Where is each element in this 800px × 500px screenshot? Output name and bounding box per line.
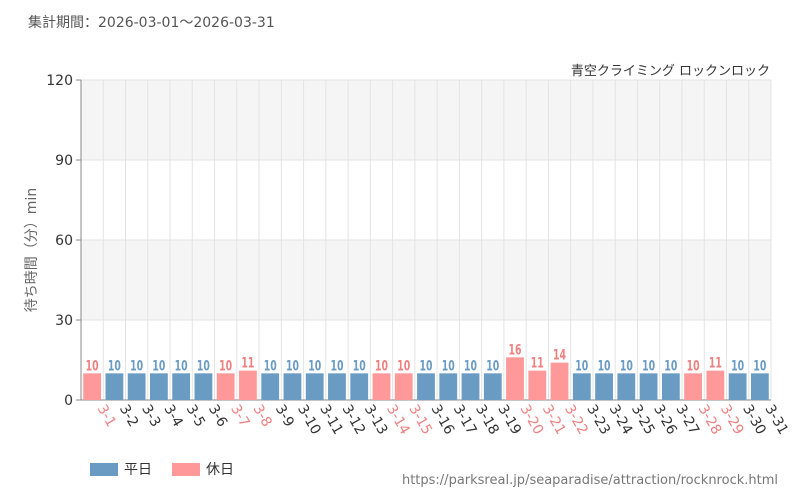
data-label: 10 [308,358,321,374]
legend-swatch-holiday [172,462,200,476]
legend-item-weekday: 平日 [90,459,152,479]
bar [394,373,413,400]
y-tick-label: 120 [46,73,73,89]
bar [150,373,168,400]
bar [328,373,346,400]
bar [506,357,524,400]
data-label: 11 [709,356,722,372]
data-label: 16 [509,342,522,358]
bar [239,370,257,400]
grid-band [81,80,771,160]
x-tick-label: 3-6 [205,402,230,430]
data-label: 10 [175,358,188,374]
bar [172,373,191,400]
y-tick-label: 60 [55,233,73,249]
x-tick-label: 3-7 [227,402,252,430]
bar [439,373,458,400]
data-label: 10 [664,358,677,374]
data-label: 10 [197,358,210,374]
data-label: 10 [464,358,477,374]
period-label: 集計期間：2026-03-01～2026-03-31 [28,15,275,31]
bar [483,373,502,400]
data-label: 10 [330,358,343,374]
chart-legend: 平日 休日 [90,459,254,479]
data-label: 10 [152,358,165,374]
data-label: 10 [353,358,366,374]
data-label: 10 [219,358,232,374]
legend-label-holiday: 休日 [206,462,234,478]
x-tick-label: 3-8 [249,402,274,430]
data-label: 10 [286,358,299,374]
data-label: 10 [86,358,99,374]
x-tick-label: 3-4 [160,402,185,430]
grid-band [81,240,771,320]
legend-label-weekday: 平日 [124,462,152,478]
data-label: 10 [642,358,655,374]
bar [372,373,391,400]
bar [105,373,124,400]
data-label: 10 [108,358,121,374]
x-tick-label: 3-31 [761,402,791,438]
data-label: 10 [598,358,611,374]
y-axis-title: 待ち時間（分）min [24,188,40,312]
y-tick-label: 0 [64,393,73,409]
bar [550,362,569,400]
data-label: 10 [420,358,433,374]
data-label: 10 [687,358,700,374]
bar [127,373,146,400]
data-label: 10 [264,358,277,374]
bar [750,373,769,400]
bar [595,373,613,400]
bar [283,373,302,400]
bar [305,373,324,400]
bar [528,370,547,400]
bar [261,373,280,400]
bar [350,373,369,400]
bar [617,373,636,400]
bar [194,373,213,400]
data-label: 10 [575,358,588,374]
bar [216,373,235,400]
data-label: 10 [486,358,499,374]
bar [706,370,725,400]
bar [83,373,102,400]
x-tick-label: 3-1 [94,402,119,430]
x-tick-label: 3-2 [116,402,141,430]
data-label: 10 [753,358,766,374]
bar [417,373,435,400]
x-tick-label: 3-9 [272,402,297,430]
bar [572,373,591,400]
bar [684,373,702,400]
data-label: 10 [397,358,410,374]
legend-item-holiday: 休日 [172,459,234,479]
bar [461,373,480,400]
source-url[interactable]: https://parksreal.jp/seaparadise/attract… [401,473,778,488]
data-label: 10 [130,358,143,374]
data-label: 10 [375,358,388,374]
data-label: 11 [531,356,544,372]
data-label: 10 [620,358,633,374]
bar [639,373,658,400]
bar [728,373,747,400]
y-tick-label: 30 [55,313,73,329]
data-label: 11 [241,356,254,372]
legend-swatch-weekday [90,462,118,476]
x-tick-label: 3-5 [183,402,208,430]
attraction-name: 青空クライミング ロックンロック [570,64,770,79]
x-tick-label: 3-3 [138,402,163,430]
y-tick-label: 90 [55,153,73,169]
data-label: 10 [731,358,744,374]
data-label: 14 [553,348,566,364]
bar [661,373,680,400]
data-label: 10 [442,358,455,374]
